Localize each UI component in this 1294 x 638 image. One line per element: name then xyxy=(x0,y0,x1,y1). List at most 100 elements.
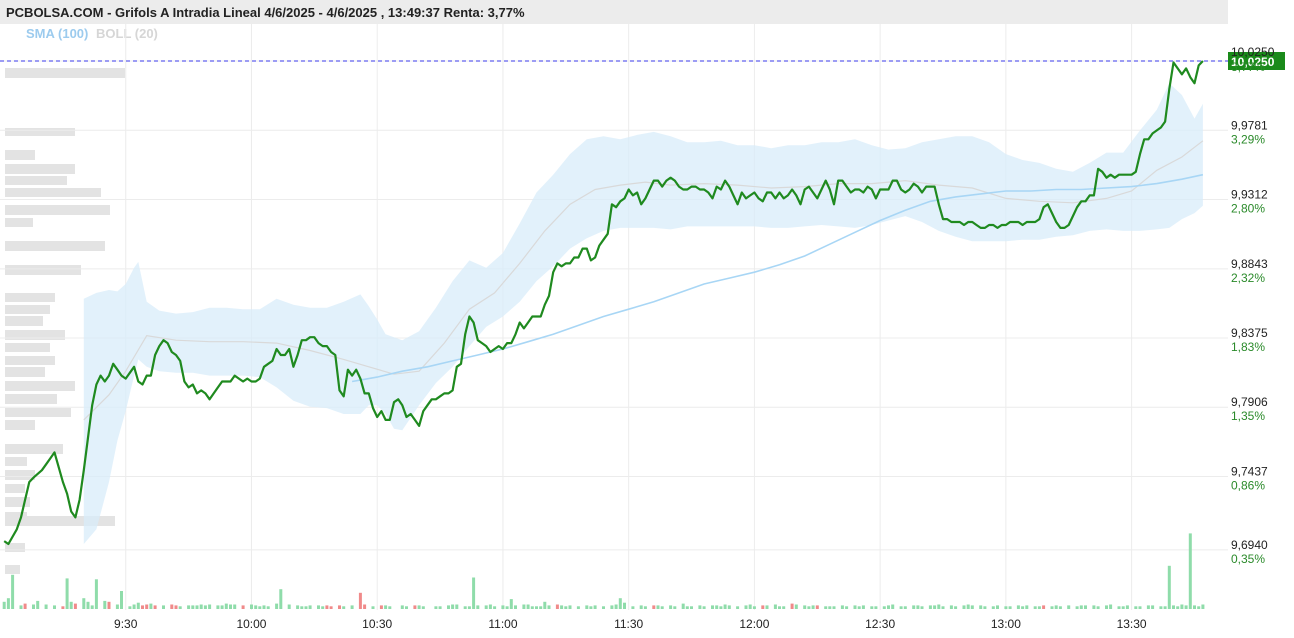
volume-bar xyxy=(782,606,786,609)
profile-bar xyxy=(5,128,75,136)
volume-bar xyxy=(275,603,279,609)
profile-bar xyxy=(5,470,35,480)
volume-bar xyxy=(1042,605,1046,609)
profile-bar xyxy=(5,343,50,352)
volume-bar xyxy=(170,604,174,609)
y-tick-label: 9,6940 xyxy=(1231,538,1268,552)
volume-bar xyxy=(388,606,392,609)
volume-bar xyxy=(233,604,237,609)
volume-bar xyxy=(778,606,781,609)
volume-bar xyxy=(350,605,354,609)
volume-bar xyxy=(803,605,807,609)
volume-bar xyxy=(535,606,538,609)
volume-bar xyxy=(1134,606,1138,609)
volume-bar xyxy=(1096,606,1100,609)
profile-bar xyxy=(5,68,125,78)
profile-bar xyxy=(5,305,50,314)
volume-bar xyxy=(379,605,383,609)
volume-bar xyxy=(1054,605,1058,609)
volume-bar xyxy=(195,605,199,609)
volume-bar xyxy=(107,601,111,609)
volume-bar xyxy=(991,606,995,609)
volume-bar xyxy=(861,605,865,609)
volume-bar xyxy=(773,604,777,609)
volume-bar xyxy=(698,605,702,609)
volume-bar xyxy=(1121,606,1125,609)
profile-bar xyxy=(5,408,71,417)
volume-bar xyxy=(1058,606,1062,609)
volume-bar xyxy=(576,606,580,609)
volume-bar xyxy=(811,605,815,609)
volume-bar xyxy=(1050,606,1054,609)
volume-bar xyxy=(765,605,769,609)
volume-bar xyxy=(467,606,471,609)
volume-bar xyxy=(141,605,144,609)
profile-bar xyxy=(5,516,115,526)
legend-boll[interactable]: BOLL (20) xyxy=(96,26,158,41)
volume-bar xyxy=(1172,605,1175,609)
y-tick-pct: 2,32% xyxy=(1231,271,1265,285)
volume-bar xyxy=(451,604,455,609)
volume-bar xyxy=(1125,605,1129,609)
x-tick-label: 11:30 xyxy=(614,617,643,631)
volume-bar xyxy=(203,605,207,609)
y-tick-label: 9,7906 xyxy=(1231,395,1268,409)
volume-bar xyxy=(73,603,77,609)
volume-bar xyxy=(954,606,958,609)
y-tick-label: 9,8843 xyxy=(1231,257,1268,271)
volume-bar xyxy=(610,605,614,609)
volume-bar xyxy=(949,605,953,609)
y-tick-pct: 1,83% xyxy=(1231,340,1265,354)
volume-bar xyxy=(840,605,844,609)
volume-bar xyxy=(1109,604,1113,609)
volume-bar xyxy=(1146,605,1150,609)
volume-bar xyxy=(744,605,748,609)
volume-bar xyxy=(53,605,56,609)
volume-bar xyxy=(832,606,836,609)
profile-bar xyxy=(5,265,81,275)
volume-bar xyxy=(887,605,890,609)
volume-bar xyxy=(1117,606,1121,609)
volume-bar xyxy=(287,604,291,609)
volume-bar xyxy=(752,606,756,609)
volume-bar xyxy=(90,605,94,609)
volume-bar xyxy=(262,605,266,609)
volume-bar xyxy=(279,589,283,609)
volume-bar xyxy=(983,606,987,609)
volume-bar xyxy=(673,606,677,609)
chart-title-bar xyxy=(0,0,1228,24)
volume-bar xyxy=(962,605,966,609)
volume-bar xyxy=(23,603,27,609)
x-tick-label: 9:30 xyxy=(114,617,138,631)
profile-bar xyxy=(5,330,65,340)
legend-sma[interactable]: SMA (100) xyxy=(26,26,89,41)
volume-bar xyxy=(174,605,178,609)
volume-bar xyxy=(229,604,232,609)
volume-bar xyxy=(623,602,626,609)
volume-bar xyxy=(643,606,647,609)
volume-bar xyxy=(870,606,874,609)
volume-bar xyxy=(61,606,65,609)
volume-bar xyxy=(916,605,920,609)
volume-bar xyxy=(476,605,480,609)
volume-bar xyxy=(891,604,895,609)
profile-bar xyxy=(5,543,25,552)
y-tick-pct: 3,77% xyxy=(1231,60,1265,74)
y-tick-pct: 2,80% xyxy=(1231,202,1265,216)
volume-bar xyxy=(136,602,140,609)
volume-bar xyxy=(543,601,547,609)
volume-bar xyxy=(614,604,618,609)
profile-bar xyxy=(5,241,105,251)
volume-bar xyxy=(493,606,497,609)
bollinger-area xyxy=(83,83,1203,544)
volume-bar xyxy=(304,606,308,609)
volume-bar xyxy=(19,605,23,609)
volume-bar xyxy=(719,606,723,609)
volume-bar xyxy=(103,600,107,609)
volume-bar xyxy=(1201,604,1205,609)
profile-bar xyxy=(5,293,55,302)
profile-bar xyxy=(5,164,75,174)
volume-bar xyxy=(447,605,450,609)
volume-bar xyxy=(996,605,999,609)
